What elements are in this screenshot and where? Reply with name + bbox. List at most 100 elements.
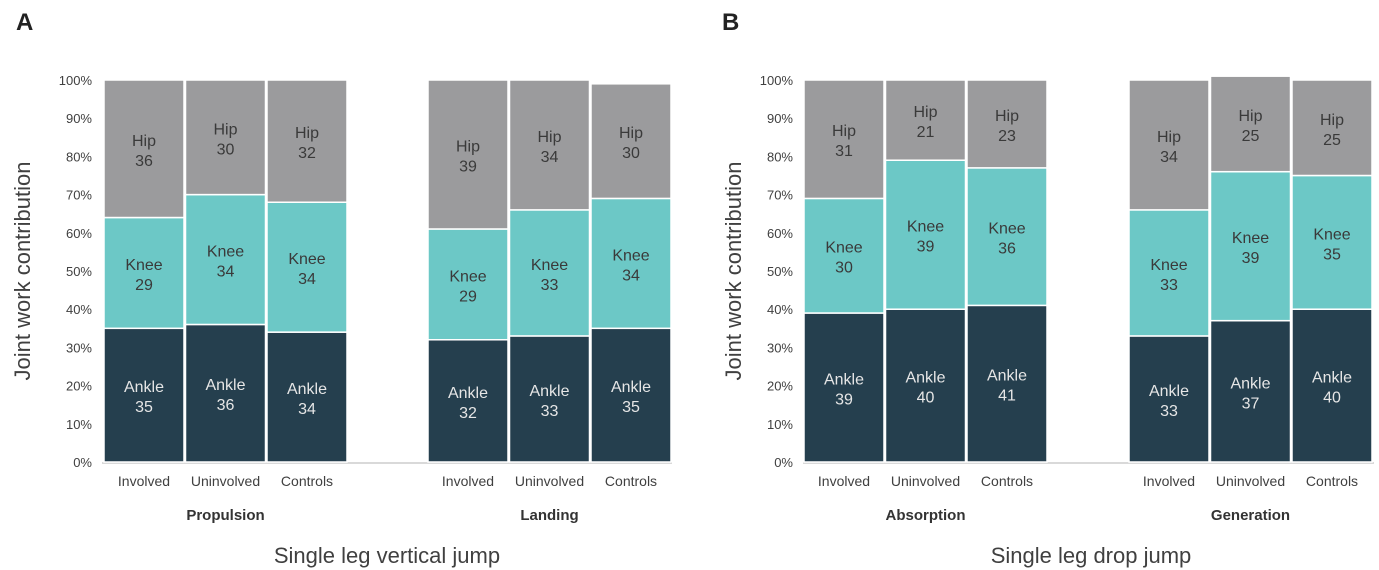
- x-tick-label: Controls: [1306, 473, 1358, 489]
- bar-segment-knee: [1128, 209, 1210, 337]
- segment-label-value: 34: [298, 271, 316, 288]
- y-tick-label-a: 60%: [66, 226, 92, 241]
- bar-segment-hip: [803, 79, 885, 200]
- bar-segment-hip: [508, 79, 591, 211]
- y-tick-label-b: 70%: [767, 188, 793, 203]
- y-axis-label-a: Joint work contribution: [10, 162, 35, 381]
- bar-segment-hip: [266, 79, 348, 203]
- segment-label-name: Knee: [825, 240, 862, 257]
- bar-segment-knee: [1291, 174, 1373, 310]
- bar-segment-knee: [266, 201, 348, 333]
- chart-panel-b: 0% 10% 20% 30% 40% 50% 60% 70% 80% 90% 100% Ankle 39…: [760, 73, 1374, 524]
- y-tick-label-a: 50%: [66, 264, 92, 279]
- segment-label-value: 29: [459, 288, 477, 305]
- segment-label-value: 31: [835, 143, 853, 160]
- x-tick-label: Uninvolved: [891, 473, 960, 489]
- segment-label-name: Hip: [995, 108, 1019, 125]
- segment-label-value: 23: [998, 128, 1016, 145]
- panel-label-a: A: [16, 9, 33, 36]
- group-label-generation: Generation: [1211, 507, 1290, 524]
- x-tick-label: Uninvolved: [515, 473, 584, 489]
- y-tick-label-a: 70%: [66, 188, 92, 203]
- x-axis-title-a: Single leg vertical jump: [274, 543, 500, 568]
- segment-label-value: 35: [135, 399, 153, 416]
- segment-label-value: 34: [1160, 149, 1178, 166]
- bar-segment-hip: [1291, 79, 1373, 177]
- x-tick-label: Uninvolved: [1216, 473, 1285, 489]
- segment-label-value: 34: [217, 264, 235, 281]
- segment-label-value: 33: [541, 277, 559, 294]
- bar-segment-knee: [427, 228, 509, 341]
- segment-label-value: 29: [135, 277, 153, 294]
- y-axis-label-b: Joint work contribution: [721, 162, 746, 381]
- segment-label-name: Ankle: [1230, 375, 1270, 392]
- group-label-absorption: Absorption: [886, 507, 966, 524]
- segment-label-value: 30: [622, 145, 640, 162]
- segment-label-name: Hip: [832, 123, 856, 140]
- x-axis-title-b: Single leg drop jump: [991, 543, 1192, 568]
- segment-label-name: Hip: [619, 125, 643, 142]
- bar-segment-knee: [184, 193, 267, 326]
- x-tick-label: Involved: [818, 473, 870, 489]
- segment-label-name: Hip: [537, 129, 561, 146]
- segment-label-value: 39: [835, 392, 853, 409]
- segment-label-name: Ankle: [448, 385, 488, 402]
- chart-panel-a: 0% 10% 20% 30% 40% 50% 60% 70% 80% 90% 100% Ankle 35…: [59, 73, 672, 524]
- bar-segment-ankle: [508, 335, 591, 463]
- y-tick-label-a: 20%: [66, 379, 92, 394]
- bar-segment-hip: [184, 79, 267, 196]
- segment-label-value: 36: [998, 241, 1016, 258]
- y-tick-label-a: 90%: [66, 111, 92, 126]
- segment-label-name: Knee: [988, 221, 1025, 238]
- segment-label-value: 30: [217, 141, 235, 158]
- segment-label-name: Knee: [1150, 257, 1187, 274]
- y-tick-label-b: 0%: [774, 455, 793, 470]
- segment-label-value: 25: [1242, 128, 1260, 145]
- segment-label-name: Ankle: [205, 377, 245, 394]
- segment-label-value: 34: [298, 401, 316, 418]
- bar-segment-ankle: [884, 308, 967, 463]
- x-tick-label: Involved: [442, 473, 494, 489]
- y-tick-label-b: 10%: [767, 417, 793, 432]
- segment-label-value: 34: [622, 267, 640, 284]
- segment-label-value: 36: [135, 153, 153, 170]
- y-tick-label-a: 30%: [66, 340, 92, 355]
- bar-segment-knee: [1209, 170, 1292, 322]
- segment-label-name: Hip: [132, 133, 156, 150]
- segment-label-name: Hip: [1320, 112, 1344, 129]
- bar-segment-hip: [1128, 79, 1210, 211]
- bar-segment-hip: [427, 79, 509, 230]
- segment-label-value: 35: [1323, 246, 1341, 263]
- y-tick-label-b: 30%: [767, 340, 793, 355]
- segment-label-name: Knee: [125, 257, 162, 274]
- bar-segment-ankle: [803, 312, 885, 463]
- y-tick-label-b: 100%: [760, 73, 794, 88]
- segment-label-value: 36: [217, 397, 235, 414]
- segment-label-value: 40: [1323, 390, 1341, 407]
- y-tick-label-a: 80%: [66, 149, 92, 164]
- segment-label-name: Ankle: [987, 368, 1027, 385]
- segment-label-name: Knee: [907, 219, 944, 236]
- segment-label-value: 32: [298, 145, 316, 162]
- segment-label-name: Knee: [1232, 230, 1269, 247]
- bar-segment-hip: [1209, 75, 1292, 173]
- x-tick-label: Involved: [1143, 473, 1195, 489]
- group-label-landing: Landing: [520, 507, 578, 524]
- x-tick-label: Controls: [605, 473, 657, 489]
- segment-label-value: 35: [622, 399, 640, 416]
- bar-segment-knee: [803, 197, 885, 314]
- segment-label-value: 33: [541, 403, 559, 420]
- segment-label-name: Knee: [612, 247, 649, 264]
- y-tick-label-a: 0%: [73, 455, 92, 470]
- y-tick-label-b: 20%: [767, 379, 793, 394]
- bar-segment-knee: [966, 167, 1048, 307]
- bar-segment-ankle: [1291, 308, 1373, 463]
- segment-label-name: Knee: [288, 251, 325, 268]
- panel-label-b: B: [722, 9, 739, 36]
- segment-label-value: 21: [917, 124, 935, 141]
- segment-label-value: 25: [1323, 132, 1341, 149]
- bar-segment-knee: [103, 216, 185, 330]
- segment-label-name: Hip: [1157, 129, 1181, 146]
- segment-label-value: 33: [1160, 277, 1178, 294]
- bar-segment-ankle: [103, 327, 185, 463]
